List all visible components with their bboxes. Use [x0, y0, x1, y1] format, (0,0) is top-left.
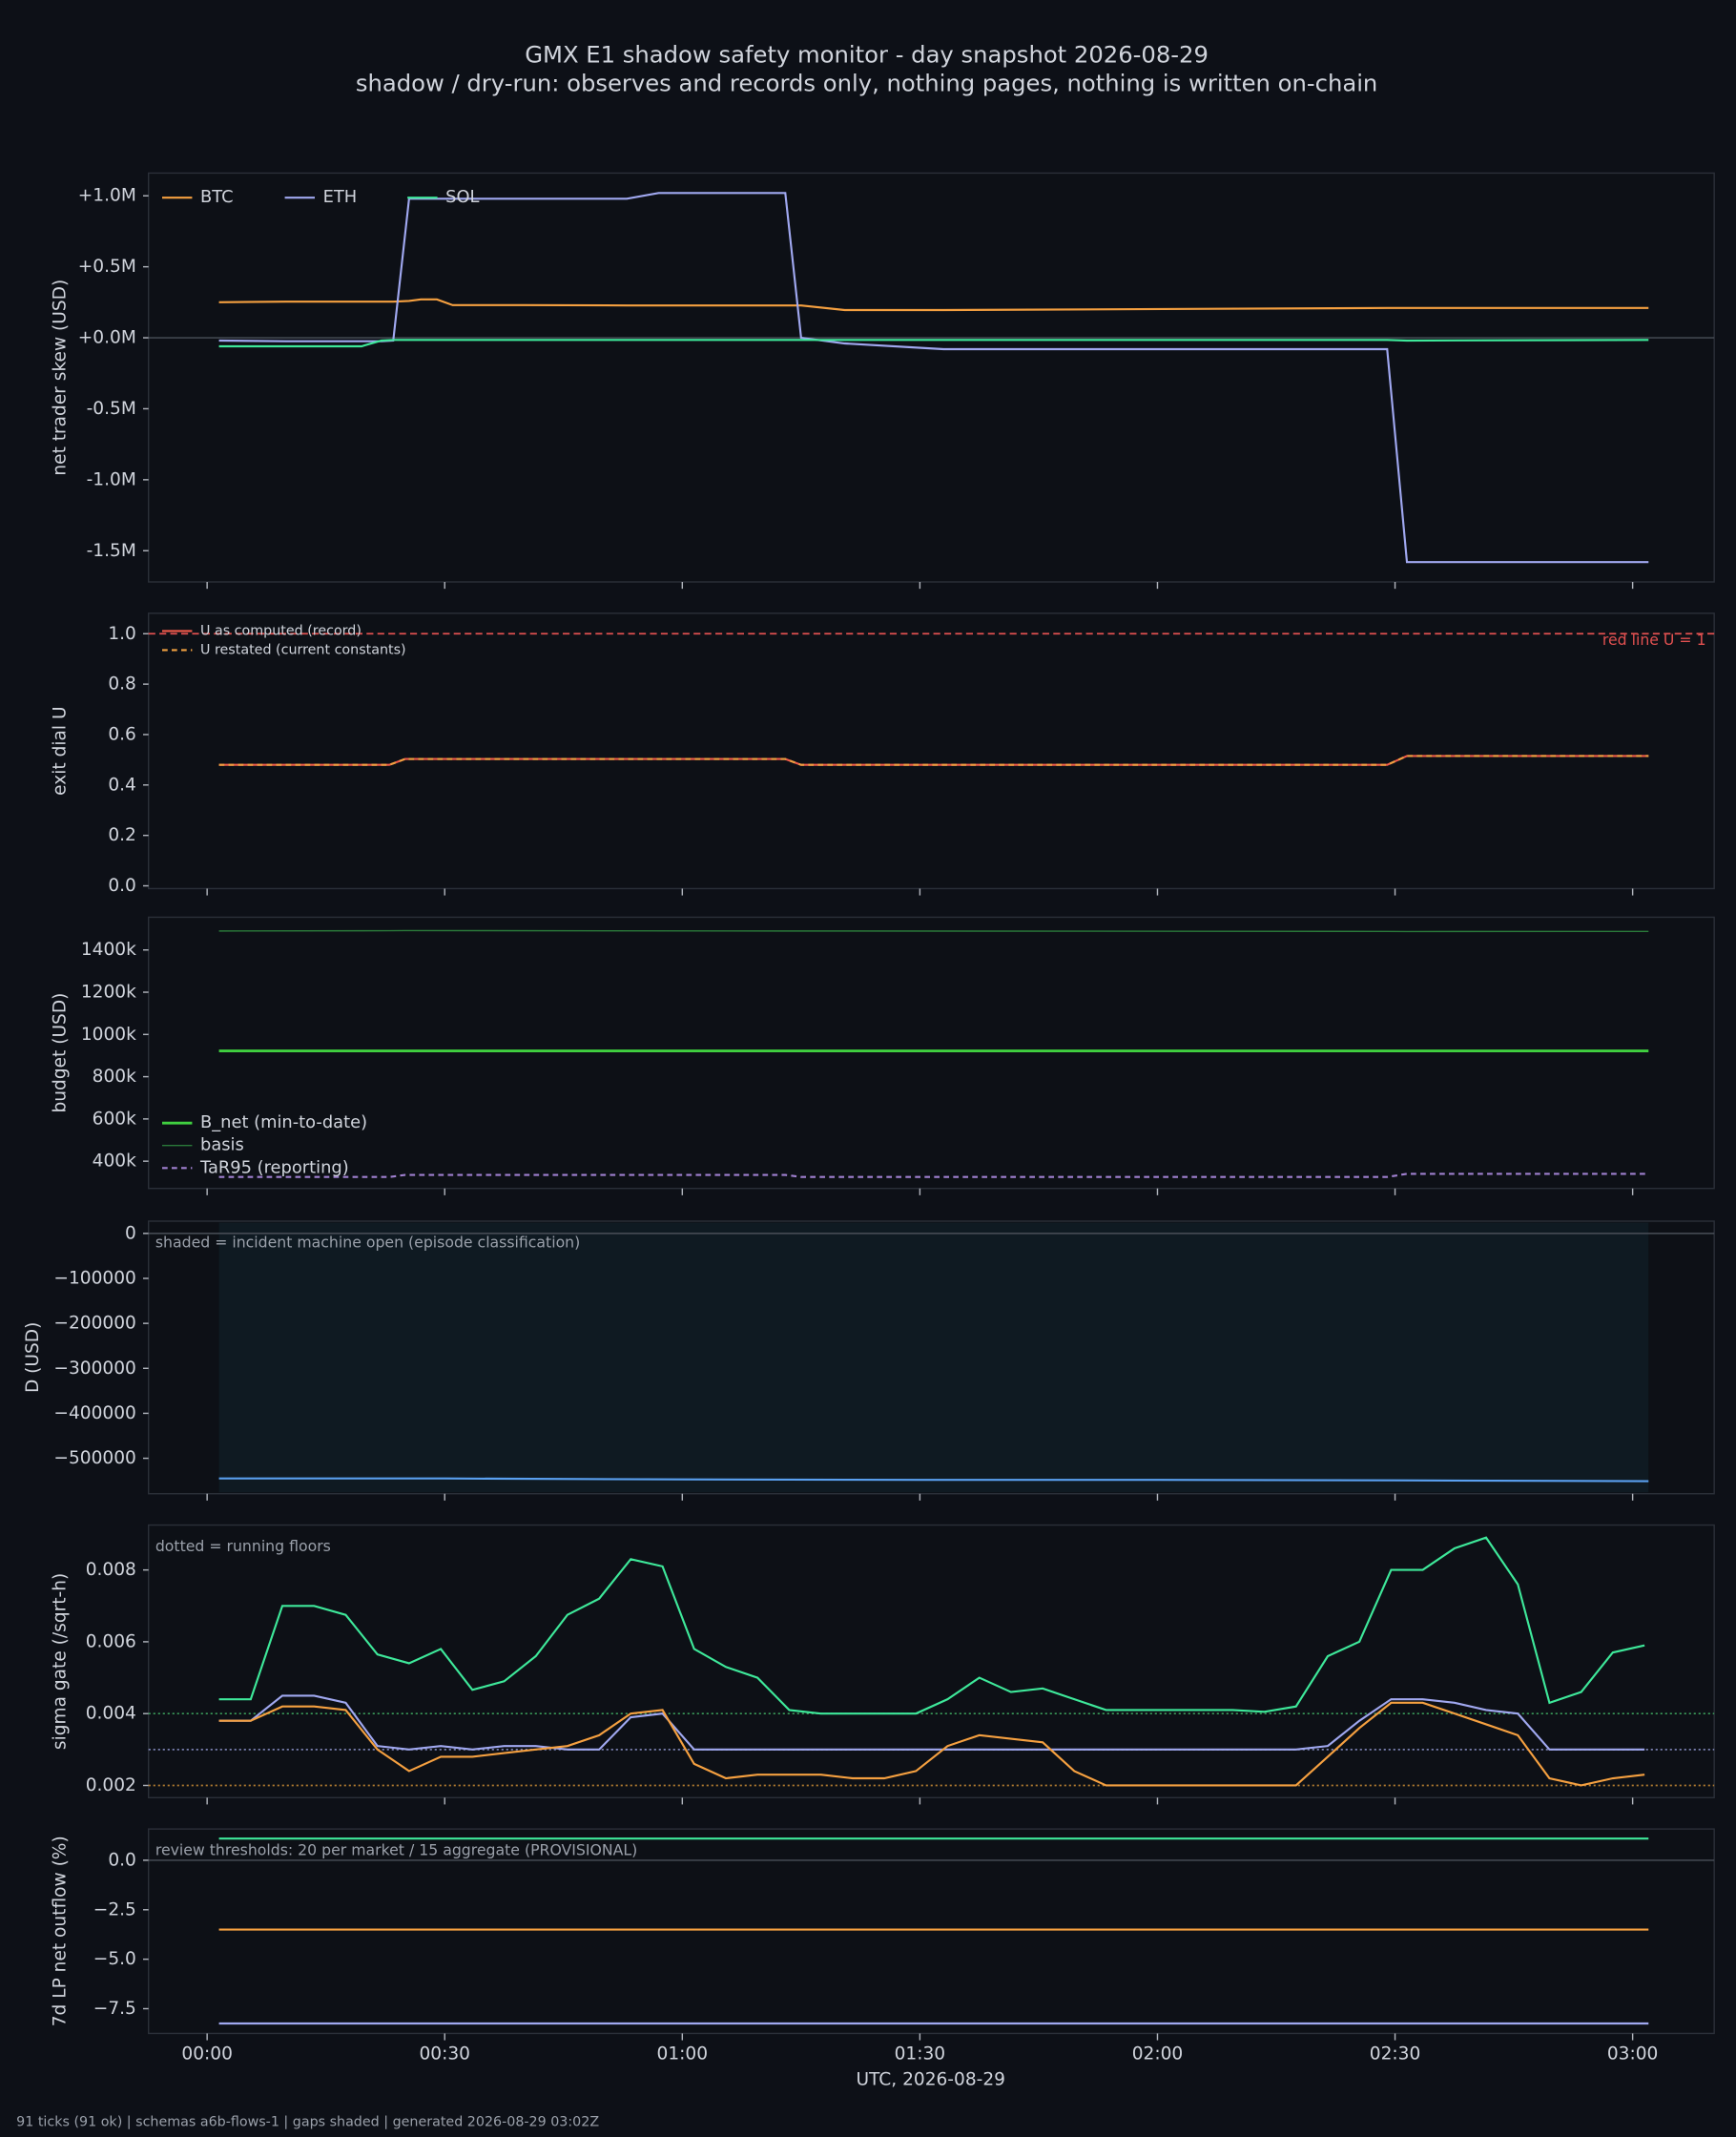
data-line [218, 1694, 1645, 1751]
footer: 91 ticks (91 ok) | schemas a6b-flows-1 |… [16, 2114, 599, 2129]
y-tick-label: +0.5M [78, 257, 136, 277]
y-tick-label: 800k [93, 1067, 136, 1087]
y-tick-label: −100000 [53, 1269, 135, 1289]
y-tick-label: -0.5M [87, 399, 136, 419]
y-tick-label: −5.0 [93, 1949, 136, 1969]
y-tick-label: −500000 [53, 1448, 135, 1468]
y-tick-label: 0.6 [108, 724, 136, 744]
y-axis-label: sigma gate (/sqrt-h) [50, 1573, 70, 1750]
y-tick-label: −400000 [53, 1403, 135, 1423]
data-line [218, 1701, 1645, 1787]
legend-label: U restated (current constants) [200, 642, 406, 657]
y-tick-label: −200000 [53, 1314, 135, 1334]
y-tick-label: +1.0M [78, 186, 136, 206]
x-tick-label: 02:00 [1132, 2044, 1184, 2064]
data-line [218, 339, 1649, 348]
data-line [218, 298, 1649, 312]
plot-area [148, 1828, 1715, 2035]
reference-label: red line U = 1 [1602, 631, 1706, 649]
legend-label: B_net (min-to-date) [200, 1112, 367, 1132]
y-tick-label: +0.0M [78, 328, 136, 348]
y-tick-label: 0.0 [108, 1850, 136, 1870]
y-tick-label: 1200k [81, 983, 136, 1003]
y-tick-label: 400k [93, 1151, 136, 1172]
data-line [218, 755, 1649, 766]
annotation: dotted = running floors [155, 1537, 331, 1555]
data-line [218, 1172, 1649, 1178]
y-tick-label: -1.0M [87, 469, 136, 489]
y-tick-label: 0.2 [108, 825, 136, 845]
y-tick-label: 0.008 [86, 1560, 136, 1580]
data-line [218, 929, 1649, 933]
x-tick-label: 00:30 [419, 2044, 470, 2064]
legend-label: BTC [200, 187, 234, 207]
y-tick-label: 0.006 [86, 1631, 136, 1651]
plot-area [148, 916, 1715, 1190]
y-tick-label: −2.5 [93, 1899, 136, 1919]
x-tick-label: 00:00 [181, 2044, 233, 2064]
x-tick-label: 03:00 [1607, 2044, 1658, 2064]
chart-title: GMX E1 shadow safety monitor - day snaps… [525, 41, 1209, 69]
y-axis-label: 7d LP net outflow (%) [50, 1836, 70, 2026]
y-tick-label: -1.5M [87, 541, 136, 561]
y-tick-label: 600k [93, 1109, 136, 1129]
legend-label: ETH [323, 187, 358, 207]
legend-label: SOL [445, 187, 479, 207]
y-tick-label: 0 [125, 1223, 136, 1243]
x-axis-label: UTC, 2026-08-29 [856, 2070, 1004, 2090]
y-axis-label: budget (USD) [50, 993, 70, 1113]
y-tick-label: 1400k [81, 940, 136, 960]
y-tick-label: 1.0 [108, 624, 136, 644]
y-tick-label: −300000 [53, 1359, 135, 1379]
legend-label: basis [200, 1135, 244, 1155]
data-line [218, 1477, 1649, 1483]
y-tick-label: 1000k [81, 1025, 136, 1045]
y-tick-label: 0.0 [108, 876, 136, 896]
annotation: shaded = incident machine open (episode … [155, 1233, 580, 1251]
y-tick-label: 0.4 [108, 775, 136, 795]
x-tick-label: 01:00 [657, 2044, 709, 2064]
y-tick-label: 0.004 [86, 1704, 136, 1724]
legend-label: TaR95 (reporting) [199, 1157, 349, 1177]
chart-subtitle: shadow / dry-run: observes and records o… [356, 70, 1378, 97]
legend-label: U as computed (record) [200, 623, 362, 638]
shaded-region [218, 1222, 1649, 1493]
plot-area [148, 1524, 1715, 1799]
y-tick-label: 0.002 [86, 1775, 136, 1795]
plot-area [148, 172, 1715, 583]
annotation: review thresholds: 20 per market / 15 ag… [155, 1841, 637, 1859]
x-tick-label: 01:30 [895, 2044, 946, 2064]
x-tick-label: 02:30 [1370, 2044, 1421, 2064]
y-tick-label: 0.8 [108, 674, 136, 695]
plot-area [148, 612, 1715, 890]
data-line [218, 1536, 1645, 1715]
y-axis-label: exit dial U [50, 706, 70, 795]
y-axis-label: net trader skew (USD) [50, 280, 70, 476]
y-tick-label: −7.5 [93, 1999, 136, 2019]
y-axis-label: D (USD) [23, 1322, 43, 1393]
